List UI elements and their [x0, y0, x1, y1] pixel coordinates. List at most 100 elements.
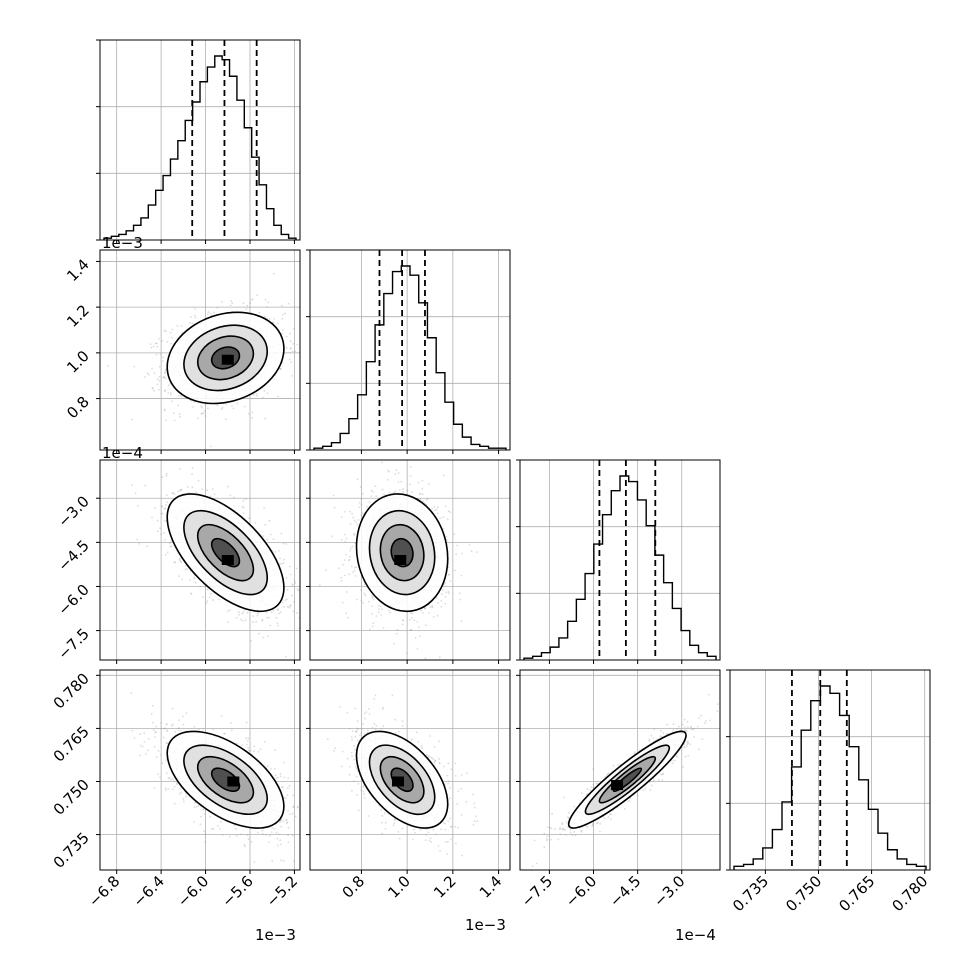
scatter-point — [106, 364, 109, 367]
scatter-point — [181, 715, 184, 718]
scatter-point — [402, 490, 405, 493]
scatter-point — [287, 302, 290, 305]
scatter-point — [165, 474, 168, 477]
scatter-point — [387, 469, 389, 472]
scatter-point — [161, 512, 163, 515]
scatter-point — [171, 707, 174, 710]
scatter-point — [362, 602, 365, 604]
scatter-point — [353, 569, 356, 572]
scatter-point — [428, 482, 430, 485]
scatter-point — [288, 358, 291, 361]
scatter-point — [158, 379, 161, 382]
contour-line — [355, 493, 449, 613]
scatter-point — [419, 498, 422, 501]
scatter-point — [285, 598, 288, 600]
scatter-point — [267, 301, 269, 304]
scatter-point — [447, 574, 450, 576]
scatter-point — [192, 406, 194, 408]
scatter-point — [158, 365, 161, 368]
scatter-point — [456, 544, 458, 547]
scatter-point — [348, 559, 350, 562]
scatter-point — [182, 800, 185, 803]
scatter-point — [190, 593, 193, 596]
scatter-point — [162, 376, 164, 379]
scatter-point — [459, 592, 461, 594]
scatter-point — [340, 516, 343, 518]
scatter-point — [288, 565, 291, 568]
scatter-point — [230, 729, 233, 732]
scatter-point — [291, 375, 294, 377]
scatter-point — [293, 600, 295, 603]
scatter-point — [439, 517, 442, 519]
scatter-point — [344, 574, 346, 577]
scatter-point — [180, 791, 182, 794]
scatter-point — [296, 588, 299, 591]
scatter-point — [213, 493, 216, 496]
scatter-point — [232, 407, 235, 410]
scatter-point — [256, 294, 259, 297]
density-peak — [221, 354, 234, 365]
y-tick-label: −6.0 — [54, 581, 92, 619]
scatter-point — [170, 392, 172, 394]
scatter-point — [283, 606, 285, 608]
scatter-point — [262, 636, 265, 639]
scatter-point — [455, 553, 458, 556]
scatter-point — [136, 538, 139, 541]
scatter-point — [152, 386, 155, 389]
scatter-point — [241, 612, 244, 615]
scatter-point — [292, 860, 295, 862]
scatter-point — [181, 331, 184, 334]
scatter-point — [442, 516, 445, 519]
scatter-point — [209, 312, 212, 315]
scatter-point — [168, 542, 171, 545]
scatter-point — [389, 611, 392, 614]
scatter-point — [388, 609, 391, 612]
histogram-panel-0 — [96, 39, 301, 244]
scatter-point — [162, 356, 164, 359]
scatter-point — [396, 628, 399, 631]
scatter-point — [170, 342, 173, 345]
scatter-point — [354, 542, 357, 545]
scatter-point — [130, 418, 133, 421]
scatter-point — [272, 321, 274, 324]
scatter-point — [158, 389, 160, 391]
scatter-point — [203, 813, 206, 815]
scatter-point — [397, 481, 400, 483]
scatter-point — [293, 327, 296, 330]
scatter-point — [242, 302, 245, 305]
scatter-point — [197, 417, 200, 420]
scatter-point — [285, 577, 288, 579]
scatter-point — [360, 503, 363, 506]
scatter-point — [293, 579, 296, 582]
scatter-point — [380, 605, 382, 608]
scatter-point — [209, 495, 212, 498]
scatter-point — [426, 497, 429, 500]
scatter-point — [446, 539, 448, 541]
scatter-point — [176, 324, 179, 327]
panel-frame — [309, 249, 511, 451]
scatter-point — [280, 532, 283, 535]
scatter-point — [251, 411, 254, 414]
scatter-point — [180, 395, 182, 398]
scatter-point — [448, 573, 451, 576]
scatter-point — [434, 509, 437, 512]
scatter-point — [268, 519, 271, 522]
scatter-point — [147, 737, 150, 740]
scatter-point — [169, 393, 172, 396]
scatter-point — [291, 812, 294, 815]
scatter-point — [285, 818, 288, 821]
scatter-point — [212, 599, 214, 602]
scatter-point — [402, 488, 404, 490]
scatter-point — [166, 340, 169, 343]
scatter-point — [179, 793, 181, 795]
scatter-point — [288, 785, 291, 787]
scatter-point — [454, 569, 456, 572]
scatter-point — [436, 614, 439, 617]
scatter-point — [332, 494, 335, 497]
scatter-point — [447, 510, 450, 513]
scatter-point — [242, 500, 245, 502]
y-tick-label: 1.2 — [63, 301, 93, 331]
scatter-point — [402, 619, 404, 622]
scatter-point — [291, 583, 293, 586]
scatter-point — [419, 492, 422, 495]
